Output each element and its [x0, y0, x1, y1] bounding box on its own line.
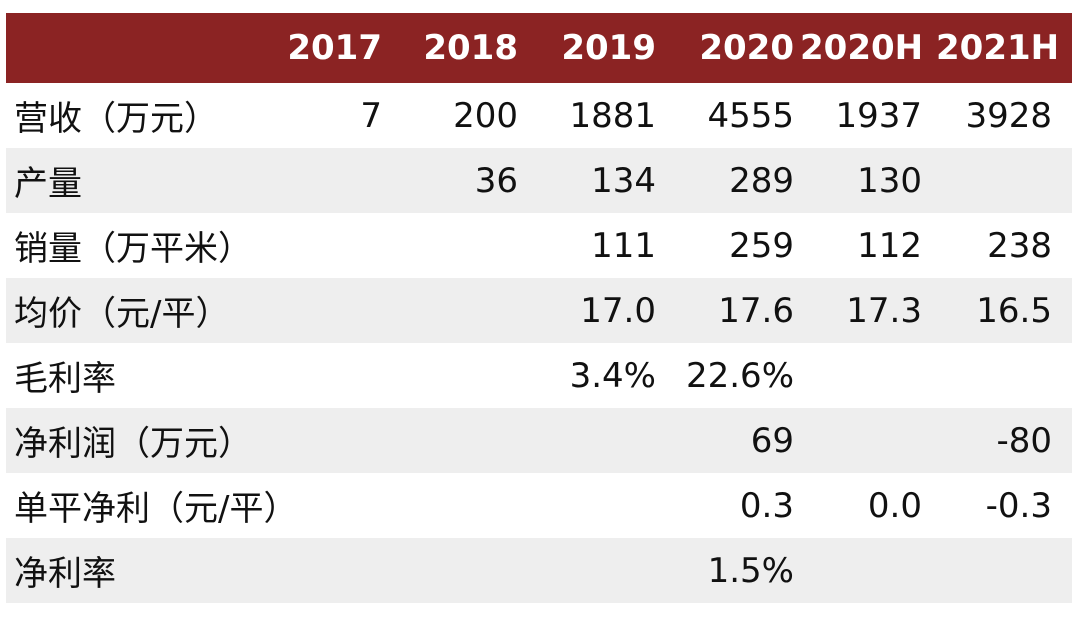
table-cell: 69	[750, 420, 794, 461]
header-cell-2019: 2019	[561, 28, 656, 68]
table-cell: 112	[857, 225, 922, 266]
table-cell: 17.6	[718, 290, 794, 331]
table-row-revenue: 营收（万元） 7 200 1881 4555 1937 3928	[6, 83, 1072, 148]
row-label: 销量（万平米）	[14, 229, 252, 269]
table-row-sales-volume: 销量（万平米） 111 259 112 238	[6, 213, 1072, 278]
table-cell: 111	[591, 225, 656, 266]
table-cell: 22.6%	[685, 355, 794, 396]
header-cell-2020h: 2020H	[800, 28, 924, 68]
row-label: 营收（万元）	[14, 99, 218, 139]
table-cell: 259	[729, 225, 794, 266]
row-label: 产量	[14, 164, 82, 204]
table-cell: 0.0	[867, 485, 922, 526]
table-row-gross-margin: 毛利率 3.4% 22.6%	[6, 343, 1072, 408]
table-cell: 3.4%	[569, 355, 656, 396]
financial-table: 2017 2018 2019 2020 2020H 2021H 营收（万元） 7…	[6, 13, 1072, 603]
table-cell: 16.5	[976, 290, 1052, 331]
table-cell: -0.3	[985, 485, 1052, 526]
row-label: 单平净利（元/平）	[14, 489, 298, 529]
header-cell-2020: 2020	[699, 28, 794, 68]
table-cell: 134	[591, 160, 656, 201]
table-cell: 17.0	[580, 290, 656, 331]
header-cell-2017: 2017	[287, 28, 382, 68]
table-header-row: 2017 2018 2019 2020 2020H 2021H	[6, 13, 1072, 83]
row-label: 净利润（万元）	[14, 424, 252, 464]
row-label: 净利率	[14, 554, 116, 594]
table-row-net-profit: 净利润（万元） 69 -80	[6, 408, 1072, 473]
row-label: 均价（元/平）	[14, 294, 230, 334]
table-cell: -80	[996, 420, 1052, 461]
header-cell-2018: 2018	[423, 28, 518, 68]
table-cell: 36	[474, 160, 518, 201]
table-row-net-margin: 净利率 1.5%	[6, 538, 1072, 603]
table-cell: 3928	[965, 95, 1052, 136]
table-cell: 200	[453, 95, 518, 136]
table-row-unit-net-profit: 单平净利（元/平） 0.3 0.0 -0.3	[6, 473, 1072, 538]
header-cell-2021h: 2021H	[936, 28, 1060, 68]
table-cell: 1.5%	[707, 550, 794, 591]
table-cell: 238	[987, 225, 1052, 266]
row-label: 毛利率	[14, 359, 116, 399]
table-row-output: 产量 36 134 289 130	[6, 148, 1072, 213]
table-cell: 4555	[707, 95, 794, 136]
table-cell: 1881	[569, 95, 656, 136]
table-cell: 1937	[835, 95, 922, 136]
table-row-avg-price: 均价（元/平） 17.0 17.6 17.3 16.5	[6, 278, 1072, 343]
table-cell: 289	[729, 160, 794, 201]
table-cell: 7	[360, 95, 382, 136]
table-cell: 130	[857, 160, 922, 201]
table-cell: 0.3	[739, 485, 794, 526]
table-cell: 17.3	[846, 290, 922, 331]
